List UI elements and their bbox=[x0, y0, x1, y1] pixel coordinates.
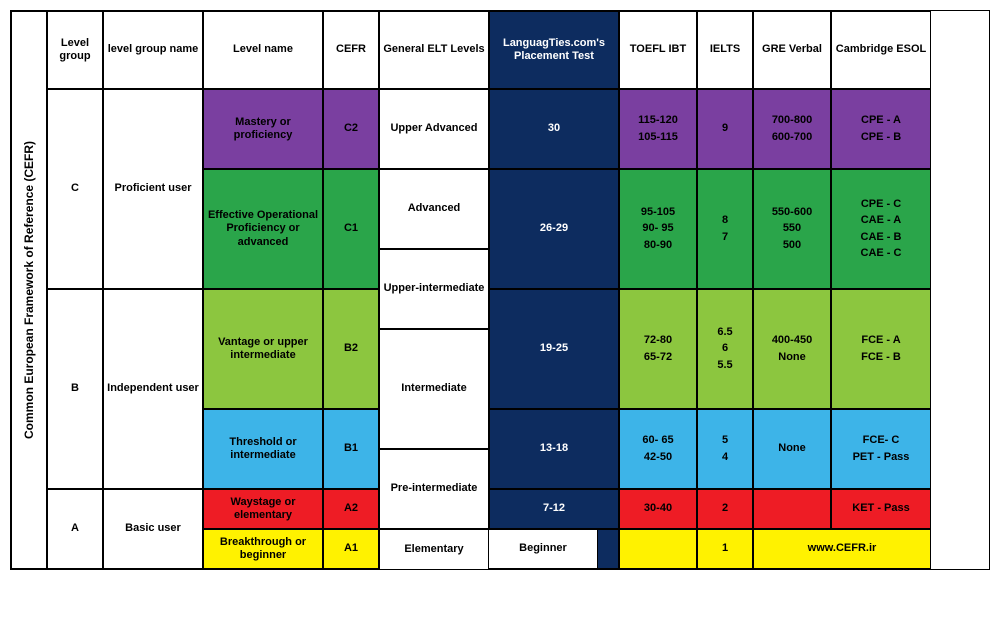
b1-name: Threshold or intermediate bbox=[203, 409, 323, 489]
placement-c1: 26-29 bbox=[489, 169, 619, 289]
b1-code: B1 bbox=[323, 409, 379, 489]
cambridge-c2: CPE - A CPE - B bbox=[831, 89, 931, 169]
placement-b1: 13-18 bbox=[489, 409, 619, 489]
gre-a2 bbox=[753, 489, 831, 529]
c1-name: Effective Operational Proficiency or adv… bbox=[203, 169, 323, 289]
ielts-b1: 5 4 bbox=[697, 409, 753, 489]
toefl-b2: 72-80 65-72 bbox=[619, 289, 697, 409]
group-c-name: Proficient user bbox=[103, 89, 203, 289]
ielts-a1: 1 bbox=[697, 529, 753, 569]
ielts-b2: 6.5 6 5.5 bbox=[697, 289, 753, 409]
hdr-gre: GRE Verbal bbox=[753, 11, 831, 89]
cambridge-a1: www.CEFR.ir bbox=[753, 529, 931, 569]
a1-code: A1 bbox=[323, 529, 379, 569]
gre-b1: None bbox=[753, 409, 831, 489]
hdr-level-group-name: level group name bbox=[103, 11, 203, 89]
hdr-general-elt: General ELT Levels bbox=[379, 11, 489, 89]
title-vertical: Common European Framework of Reference (… bbox=[11, 11, 47, 569]
placement-b2: 19-25 bbox=[489, 289, 619, 409]
elt-beginner: Beginner bbox=[488, 529, 598, 569]
elt-intermediate: Intermediate bbox=[379, 329, 489, 449]
cambridge-b1: FCE- C PET - Pass bbox=[831, 409, 931, 489]
gre-b2: 400-450 None bbox=[753, 289, 831, 409]
cambridge-c1: CPE - C CAE - A CAE - B CAE - C bbox=[831, 169, 931, 289]
c2-name: Mastery or proficiency bbox=[203, 89, 323, 169]
elt-upper-intermediate: Upper-intermediate bbox=[379, 249, 489, 329]
toefl-c1: 95-105 90- 95 80-90 bbox=[619, 169, 697, 289]
group-a-name: Basic user bbox=[103, 489, 203, 569]
hdr-ielts: IELTS bbox=[697, 11, 753, 89]
placement-a2: 7-12 bbox=[489, 489, 619, 529]
hdr-level-name: Level name bbox=[203, 11, 323, 89]
ielts-a2: 2 bbox=[697, 489, 753, 529]
hdr-cefr: CEFR bbox=[323, 11, 379, 89]
c1-code: C1 bbox=[323, 169, 379, 289]
toefl-b1: 60- 65 42-50 bbox=[619, 409, 697, 489]
a2-code: A2 bbox=[323, 489, 379, 529]
ielts-c2: 9 bbox=[697, 89, 753, 169]
cefr-table: Common European Framework of Reference (… bbox=[10, 10, 990, 570]
b2-code: B2 bbox=[323, 289, 379, 409]
hdr-cambridge: Cambridge ESOL bbox=[831, 11, 931, 89]
elt-advanced: Advanced bbox=[379, 169, 489, 249]
hdr-toefl: TOEFL IBT bbox=[619, 11, 697, 89]
elt-upper-advanced: Upper Advanced bbox=[379, 89, 489, 169]
group-a-code: A bbox=[47, 489, 103, 569]
hdr-placement: LanguagTies.com's Placement Test bbox=[489, 11, 619, 89]
hdr-level-group: Level group bbox=[47, 11, 103, 89]
ielts-c1: 8 7 bbox=[697, 169, 753, 289]
gre-c2: 700-800 600-700 bbox=[753, 89, 831, 169]
cambridge-a2: KET - Pass bbox=[831, 489, 931, 529]
group-b-code: B bbox=[47, 289, 103, 489]
toefl-a1 bbox=[619, 529, 697, 569]
a1-name: Breakthrough or beginner bbox=[203, 529, 323, 569]
group-b-name: Independent user bbox=[103, 289, 203, 489]
group-c-code: C bbox=[47, 89, 103, 289]
elt-pre-intermediate: Pre-intermediate bbox=[379, 449, 489, 529]
toefl-a2: 30-40 bbox=[619, 489, 697, 529]
cambridge-b2: FCE - A FCE - B bbox=[831, 289, 931, 409]
b2-name: Vantage or upper intermediate bbox=[203, 289, 323, 409]
gre-c1: 550-600 550 500 bbox=[753, 169, 831, 289]
toefl-c2: 115-120 105-115 bbox=[619, 89, 697, 169]
placement-c2: 30 bbox=[489, 89, 619, 169]
elt-elementary: Elementary bbox=[379, 529, 489, 569]
c2-code: C2 bbox=[323, 89, 379, 169]
a2-name: Waystage or elementary bbox=[203, 489, 323, 529]
